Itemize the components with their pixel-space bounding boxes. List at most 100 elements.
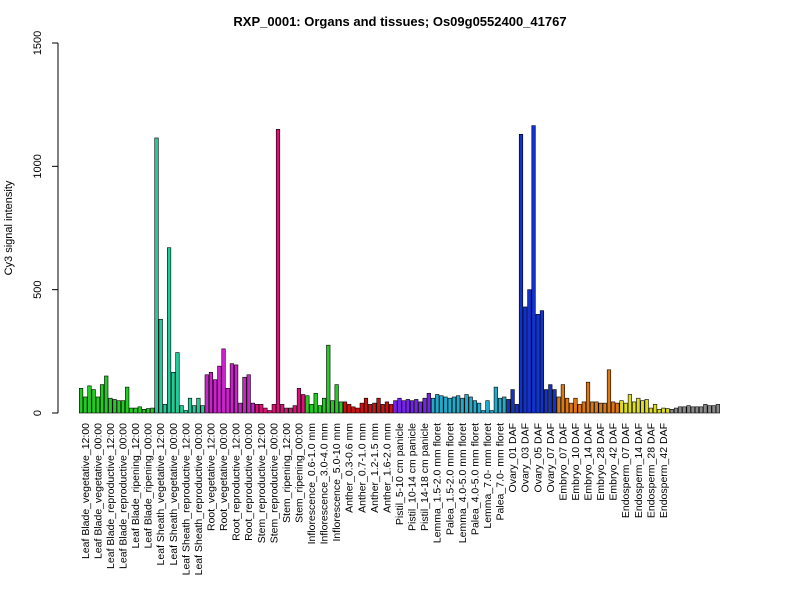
y-tick-label: 0 — [32, 410, 44, 416]
bar — [594, 401, 599, 414]
bar — [548, 384, 553, 414]
bar — [104, 375, 109, 414]
x-tick-label: Pistil_5-10 cm panicle — [394, 423, 406, 525]
bar — [682, 406, 687, 414]
bar — [472, 400, 477, 414]
bar — [200, 405, 205, 414]
bar — [707, 405, 712, 414]
bar — [187, 397, 193, 414]
x-tick-label: Lemma_4.0-5.0 mm floret — [457, 423, 469, 543]
bar — [384, 401, 390, 414]
x-tick-label: Stem_reproductive_00:00 — [268, 423, 280, 543]
x-tick-label: Ovary_01 DAF — [507, 423, 519, 492]
bar — [447, 397, 452, 414]
bar — [544, 389, 549, 414]
bar — [665, 408, 670, 414]
bar — [405, 399, 410, 414]
bar — [225, 388, 230, 414]
bar — [636, 397, 641, 414]
x-tick-label: Ovary_05 DAF — [532, 423, 544, 492]
bar — [435, 394, 440, 414]
bar — [108, 397, 113, 414]
bar — [99, 384, 105, 414]
bar — [497, 397, 503, 414]
x-tick-label: Anther_1.6-2.0 mm — [381, 423, 393, 513]
bar — [351, 406, 356, 414]
y-tick-label: 1500 — [32, 31, 44, 55]
bar — [560, 384, 565, 414]
bar — [611, 401, 616, 414]
bar — [338, 401, 343, 414]
bar — [317, 405, 322, 414]
x-tick-label: Endosperm_14 DAF — [633, 423, 645, 518]
x-tick-label: Leaf Blade_reproductive_12:00 — [105, 423, 117, 569]
bar — [141, 408, 147, 414]
bar — [418, 401, 423, 414]
bar — [569, 402, 574, 414]
bar — [242, 376, 247, 414]
x-tick-label: Leaf Blade_ripening_12:00 — [130, 423, 142, 549]
bar — [196, 397, 201, 414]
bar — [192, 405, 197, 414]
bar — [514, 404, 519, 414]
x-tick-label: Anther_0.3-0.6 mm — [344, 423, 356, 513]
bar — [573, 397, 578, 414]
x-tick-label: Pistil_14-18 cm panicle — [419, 423, 431, 531]
x-tick-label: Leaf Blade_vegetative_00:00 — [92, 423, 104, 559]
bar — [171, 371, 176, 414]
bar — [606, 369, 612, 414]
bar — [292, 405, 297, 414]
y-tick-label: 500 — [32, 280, 44, 298]
bar — [305, 395, 310, 414]
bar — [409, 400, 415, 414]
bar — [686, 405, 691, 414]
bar — [133, 407, 138, 414]
x-tick-label: Anther_0.7-1.0 mm — [356, 423, 368, 513]
x-tick-label: Embryo_10 DAF — [570, 423, 582, 501]
bar — [564, 397, 570, 414]
x-tick-label: Leaf Sheath_reproductive_00:00 — [193, 423, 205, 576]
x-tick-label: Lemma_1.5-2.0 mm floret — [432, 423, 444, 543]
x-tick-label: Lemma_7.0- mm floret — [482, 423, 494, 529]
bar — [146, 408, 151, 414]
y-tick-label: 1000 — [32, 154, 44, 178]
bar — [368, 404, 373, 414]
bar — [518, 133, 524, 414]
bar — [443, 396, 448, 414]
y-axis-label: Cy3 signal intensity — [3, 180, 15, 275]
x-tick-label: Endosperm_28 DAF — [645, 423, 657, 518]
bar — [585, 381, 591, 414]
bar — [217, 365, 222, 414]
bar — [359, 402, 364, 414]
bar — [464, 394, 469, 414]
bar — [644, 399, 649, 414]
bar — [389, 404, 394, 414]
bar — [355, 407, 360, 414]
bar — [711, 405, 716, 414]
bar — [301, 394, 306, 414]
bar — [330, 400, 335, 414]
x-tick-label: Root_vegetative_00:00 — [218, 423, 230, 531]
bar — [493, 386, 498, 414]
bar — [166, 247, 172, 414]
bar — [678, 406, 683, 414]
bar — [322, 397, 327, 414]
bar — [116, 400, 121, 414]
bar — [657, 408, 662, 414]
x-tick-label: Root_vegetative_12:00 — [205, 423, 217, 531]
bar — [334, 384, 339, 414]
bar — [208, 371, 214, 414]
x-tick-label: Ovary_03 DAF — [520, 423, 532, 492]
chart-title: RXP_0001: Organs and tissues; Os09g05524… — [233, 14, 566, 29]
bar — [430, 397, 436, 414]
bar — [221, 348, 226, 414]
bar — [703, 404, 708, 414]
x-tick-label: Root_reproductive_00:00 — [243, 423, 255, 541]
bar — [439, 395, 444, 414]
bar — [485, 400, 490, 414]
bar — [489, 410, 494, 414]
x-tick-label: Leaf Blade_ripening_00:00 — [143, 423, 155, 549]
x-tick-label: Leaf Sheath_vegetative_12:00 — [155, 423, 167, 566]
bar — [309, 404, 314, 414]
